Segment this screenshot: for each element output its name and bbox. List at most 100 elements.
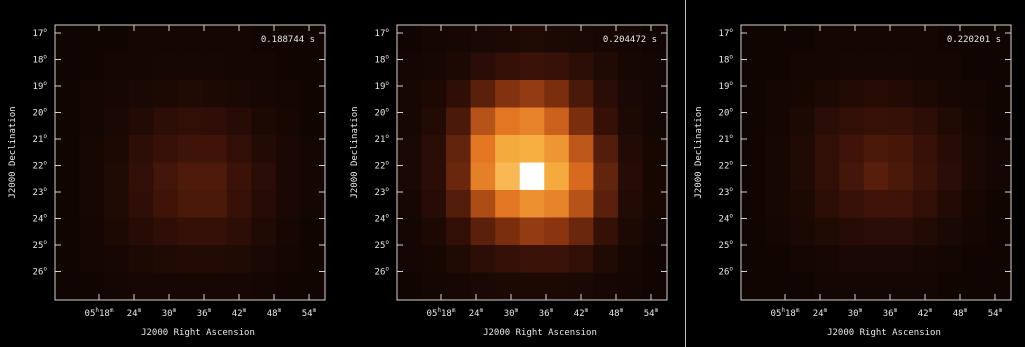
heatmap-cell <box>128 107 154 136</box>
heatmap-cell <box>495 52 521 81</box>
heatmap-cell <box>912 52 938 81</box>
heatmap-cell <box>275 52 302 81</box>
heatmap-cell <box>568 190 594 219</box>
heatmap-cell <box>937 190 963 219</box>
heatmap-cell <box>593 80 619 109</box>
heatmap-cell <box>863 107 889 136</box>
heatmap-cell <box>741 272 767 301</box>
heatmap-cell <box>128 162 154 191</box>
heatmap-cell <box>617 272 644 301</box>
heatmap-cell <box>446 107 472 136</box>
heatmap-cell <box>790 272 816 301</box>
y-tick-label: 17o <box>33 27 48 39</box>
axes-frame <box>54 24 326 301</box>
heatmap-cell <box>275 25 302 54</box>
heatmap-cell <box>617 162 644 191</box>
heatmap-cell <box>839 190 865 219</box>
x-tick-label: 30m <box>848 307 863 319</box>
heatmap-cell <box>226 80 252 109</box>
heatmap-cell <box>495 217 521 246</box>
heatmap-cell <box>495 80 521 109</box>
heatmap-cell <box>79 80 105 109</box>
heatmap-cell <box>642 245 668 274</box>
heatmap-cell <box>617 135 644 164</box>
heatmap-cell <box>104 272 130 301</box>
heatmap-cell <box>446 135 472 164</box>
heatmap-cell <box>55 272 81 301</box>
y-tick-label: 18o <box>375 54 390 66</box>
heatmap-cell <box>839 162 865 191</box>
heatmap-cell <box>888 162 914 191</box>
y-axis-title: J2000 Declination <box>694 106 704 198</box>
heatmap-cell <box>839 80 865 109</box>
heatmap-cell <box>421 217 447 246</box>
heatmap-cell <box>863 272 889 301</box>
heatmap-cell <box>251 190 277 219</box>
heatmap-cell <box>275 107 302 136</box>
heatmap-cell <box>937 162 963 191</box>
heatmap-cell <box>617 217 644 246</box>
heatmap-cell <box>128 190 154 219</box>
heatmap-cell <box>470 190 496 219</box>
heatmap-cell <box>986 135 1012 164</box>
heatmap-cell <box>55 190 81 219</box>
heatmap-cell <box>642 162 668 191</box>
heatmap-cell <box>397 25 423 54</box>
heatmap-cell <box>226 135 252 164</box>
heatmap-cell <box>397 52 423 81</box>
heatmap-cell <box>202 245 228 274</box>
heatmap-cell <box>814 52 840 81</box>
heatmap-cell <box>986 245 1012 274</box>
heatmap-cell <box>741 107 767 136</box>
heatmap-cell <box>568 217 594 246</box>
heatmap-cell <box>519 162 545 191</box>
heatmap-cell <box>937 135 963 164</box>
heatmap-cell <box>642 80 668 109</box>
heatmap-cell <box>617 107 644 136</box>
heatmap-cell <box>814 245 840 274</box>
heatmap-cell <box>741 217 767 246</box>
heatmap-cell <box>202 52 228 81</box>
heatmap-cell <box>986 217 1012 246</box>
heatmap-cell <box>519 80 545 109</box>
x-tick-label: 30m <box>504 307 519 319</box>
heatmap-cell <box>863 80 889 109</box>
heatmap-cell <box>790 135 816 164</box>
heatmap-cell <box>421 190 447 219</box>
heatmap-cell <box>961 162 988 191</box>
axes-frame <box>740 24 1012 301</box>
y-tick-label: 17o <box>719 27 734 39</box>
heatmap-cell <box>839 135 865 164</box>
x-tick-label: 48m <box>953 307 968 319</box>
heatmap-cell <box>55 217 81 246</box>
heatmap-cell <box>814 162 840 191</box>
heatmap-cell <box>55 245 81 274</box>
heatmap-cell <box>177 272 203 301</box>
x-tick-label: 42m <box>918 307 933 319</box>
heatmap-cell <box>153 52 179 81</box>
heatmap-cell <box>397 217 423 246</box>
heatmap-cell <box>470 25 496 54</box>
heatmap-cell <box>153 245 179 274</box>
x-tick-label: 24m <box>469 307 484 319</box>
heatmap-cell <box>470 162 496 191</box>
heatmap-cell <box>544 190 570 219</box>
x-tick-label: 54m <box>644 307 659 319</box>
heatmap-cell <box>177 245 203 274</box>
heatmap-cell <box>863 25 889 54</box>
heatmap-cell <box>839 52 865 81</box>
heatmap-cell <box>593 217 619 246</box>
heatmap-cell <box>741 80 767 109</box>
heatmap-cell <box>568 80 594 109</box>
heatmap-cell <box>251 107 277 136</box>
heatmap-cell <box>544 245 570 274</box>
heatmap-cell <box>275 272 302 301</box>
x-axis-title: J2000 Right Ascension <box>827 328 941 338</box>
heatmap-cell <box>863 135 889 164</box>
heatmap-cell <box>177 52 203 81</box>
y-tick-label: 18o <box>719 54 734 66</box>
heatmap-cell <box>863 217 889 246</box>
heatmap-cell <box>912 80 938 109</box>
heatmap-cell <box>446 52 472 81</box>
heatmap-cell <box>300 52 326 81</box>
